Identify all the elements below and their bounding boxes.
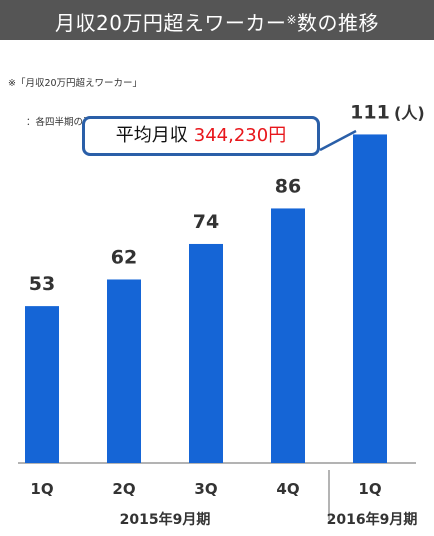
x-tick-label-5: 1Q	[358, 480, 381, 498]
x-tick-label-2: 2Q	[112, 480, 135, 498]
x-tick-label-4: 4Q	[276, 480, 299, 498]
bar-3	[189, 243, 223, 463]
group-label-2016: 2016年9月期	[327, 511, 418, 528]
data-label-1: 53	[29, 273, 55, 295]
bar-5	[353, 134, 387, 463]
data-label-3: 74	[193, 211, 219, 233]
chart-title-main: 月収20万円超えワーカー	[54, 11, 287, 35]
data-label-4: 86	[275, 175, 301, 197]
bar-4	[271, 208, 305, 463]
callout-amount: 344,230円	[193, 125, 287, 146]
bar-1	[25, 306, 59, 463]
x-tick-label-1: 1Q	[30, 480, 53, 498]
x-tick-label-3: 3Q	[194, 480, 217, 498]
average-income-callout: 平均月収 344,230円	[82, 116, 320, 156]
group-label-2015: 2015年9月期	[120, 511, 211, 528]
chart-title: 月収20万円超えワーカー※数の推移	[0, 0, 434, 40]
data-label-2: 62	[111, 246, 137, 268]
chart-title-asterisk: ※	[286, 13, 297, 27]
callout-label: 平均月収	[115, 125, 188, 146]
chart-title-tail: 数の推移	[297, 11, 379, 35]
callout-pointer	[319, 129, 357, 152]
data-label-5: 111	[350, 101, 390, 123]
footnote-line-1: ※「月収20万円超えワーカー」	[8, 78, 143, 89]
unit-label: (人)	[394, 103, 425, 122]
bar-2	[107, 279, 141, 463]
